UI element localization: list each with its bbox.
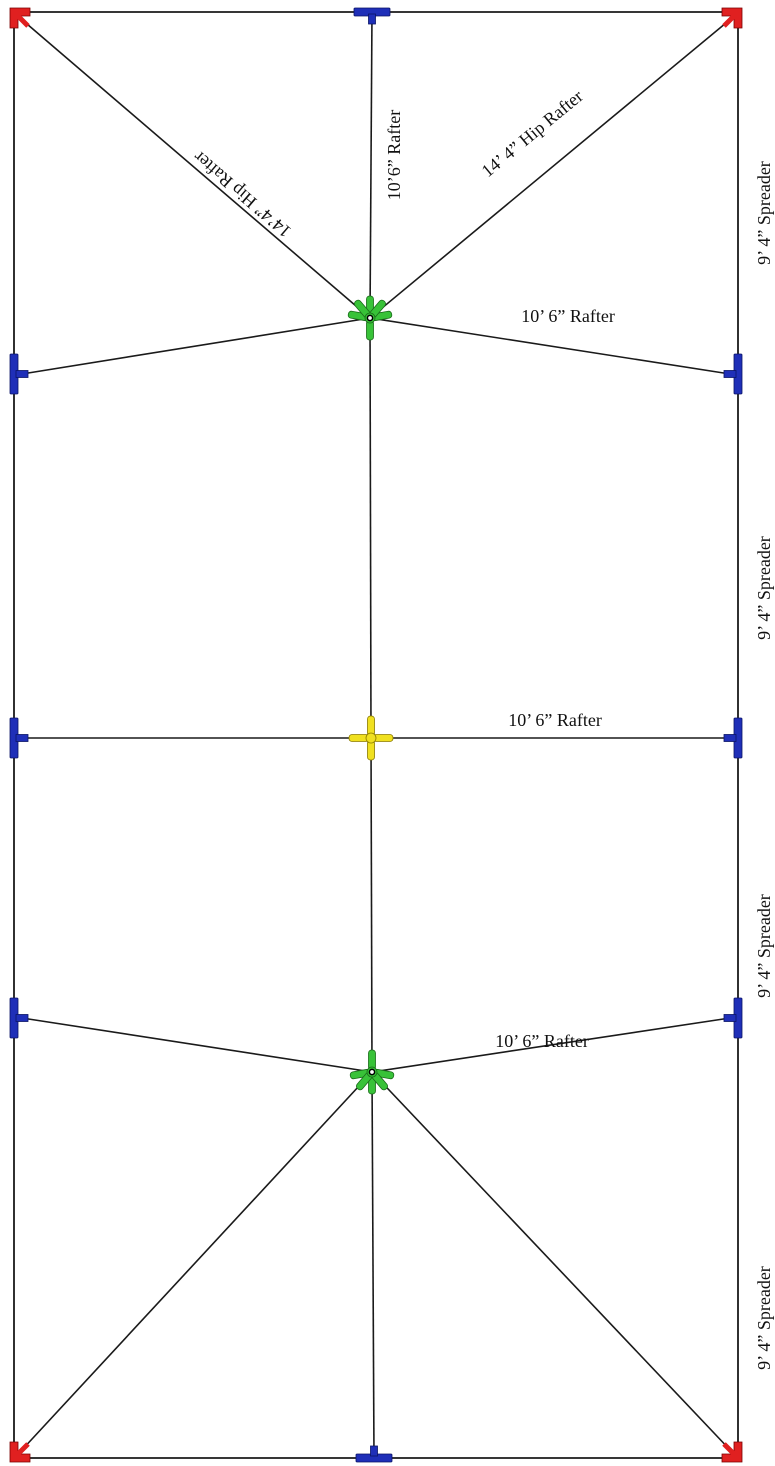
corner-fittings xyxy=(9,7,743,1463)
tee-bottom-center-blue-tee-fitting-icon xyxy=(355,1445,393,1463)
rafter-lower-right xyxy=(371,1017,731,1073)
hub-middle-yellow-cross-fitting-icon xyxy=(348,715,394,761)
corner-bottom-right-red-corner-fitting-icon xyxy=(721,1441,743,1463)
tee-right-lower-blue-tee-fitting-icon xyxy=(723,997,743,1039)
ridge-line xyxy=(369,11,375,1459)
ridge-top-segment xyxy=(369,11,373,319)
tee-left-upper-blue-tee-fitting-icon xyxy=(9,353,29,395)
corner-top-right-red-corner-fitting-icon xyxy=(721,7,743,29)
rafter-upper-right xyxy=(369,317,731,375)
hip-rafter-top-right-label: 14’ 4” Hip Rafter xyxy=(478,86,587,181)
hip-rafter-top-right xyxy=(369,17,733,319)
hip-rafter-bottom-right xyxy=(371,1071,733,1453)
four-way-cross-fitting xyxy=(348,715,394,761)
rafter-lower-label: 10’ 6” Rafter xyxy=(495,1031,589,1051)
corner-bottom-left-red-corner-fitting-icon xyxy=(9,1441,31,1463)
rafter-vertical-label: 10’6” Rafter xyxy=(384,110,404,200)
corner-top-left-red-corner-fitting-icon xyxy=(9,7,31,29)
rafter-middle-label: 10’ 6” Rafter xyxy=(508,710,602,730)
six-way-hubs xyxy=(347,295,395,1095)
rafter-upper-left xyxy=(21,317,371,375)
ridge-upper-segment xyxy=(369,317,372,739)
rafter-lower-left xyxy=(21,1017,373,1073)
hub-upper-green-six-way-hub-icon xyxy=(347,295,393,341)
spreader-label-3: 9’ 4” Spreader xyxy=(754,894,774,998)
ridge-lower-segment xyxy=(370,737,373,1073)
spreader-label-2: 9’ 4” Spreader xyxy=(754,536,774,640)
hub-lower-green-six-way-hub-icon xyxy=(349,1049,395,1095)
hip-rafter-top-left-label: 14’4” Hip Rafter xyxy=(189,147,295,242)
spreader-label-1: 9’ 4” Spreader xyxy=(754,161,774,265)
tee-right-upper-blue-tee-fitting-icon xyxy=(723,353,743,395)
tee-left-lower-blue-tee-fitting-icon xyxy=(9,997,29,1039)
tee-right-middle-blue-tee-fitting-icon xyxy=(723,717,743,759)
spreader-label-4: 9’ 4” Spreader xyxy=(754,1266,774,1370)
tee-left-middle-blue-tee-fitting-icon xyxy=(9,717,29,759)
tee-fittings xyxy=(9,7,743,1463)
rafter-upper-label: 10’ 6” Rafter xyxy=(521,306,615,326)
hip-rafter-top-left xyxy=(19,17,371,319)
ridge-bottom-segment xyxy=(371,1071,375,1459)
tee-top-center-blue-tee-fitting-icon xyxy=(353,7,391,25)
hip-rafter-bottom-left xyxy=(19,1071,373,1453)
